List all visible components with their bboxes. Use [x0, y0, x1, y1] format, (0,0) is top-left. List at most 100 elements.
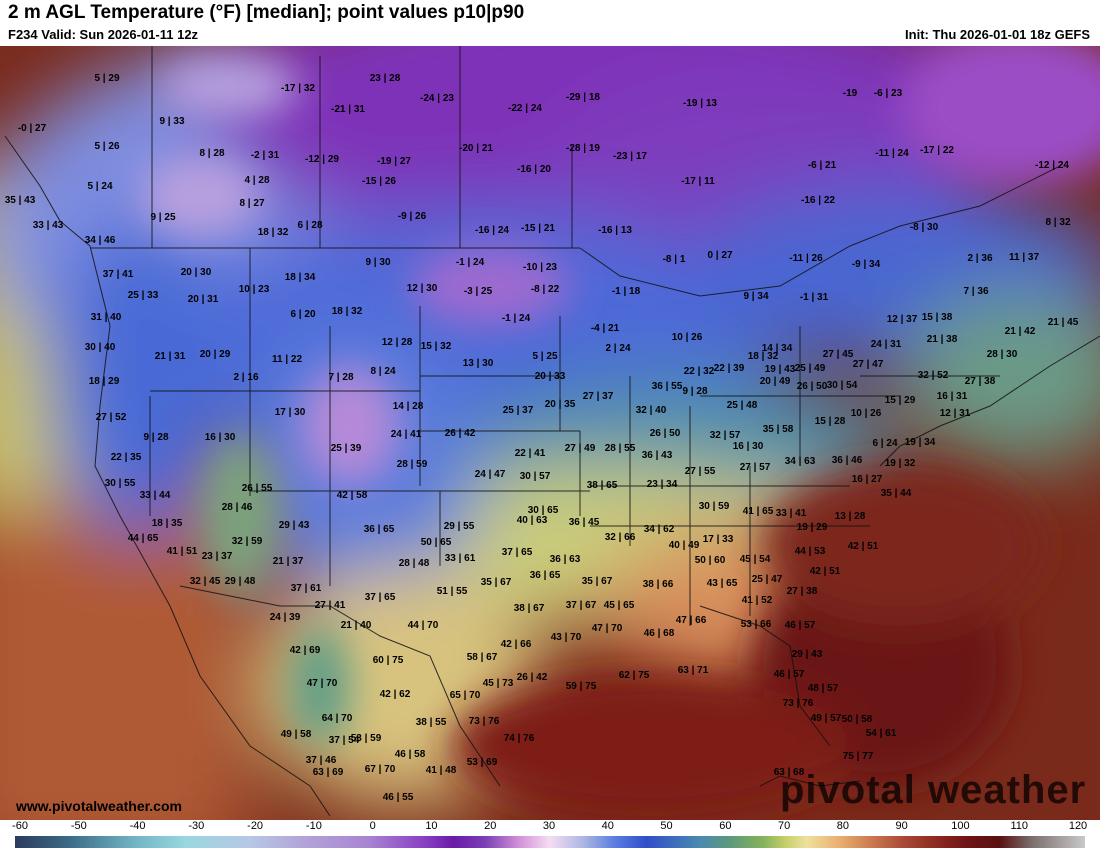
point-value-label: 32 | 52: [918, 370, 949, 381]
point-value-label: 26 | 42: [517, 672, 548, 683]
temperature-map: 5 | 29 -17 | 32 23 | 28 -24 | 23 -22 | 24 -29…: [0, 46, 1100, 820]
point-value-label: 36 | 43: [642, 450, 673, 461]
point-value-label: 44 | 53: [795, 546, 826, 557]
point-value-label: -19 | 27: [377, 156, 411, 167]
point-value-label: 37 | 67: [566, 600, 597, 611]
point-value-label: 21 | 31: [155, 351, 186, 362]
point-value-label: -17 | 22: [920, 145, 954, 156]
point-value-label: 2 | 24: [605, 343, 630, 354]
point-value-label: 30 | 40: [85, 342, 116, 353]
point-value-label: 37 | 65: [502, 547, 533, 558]
point-value-label: 18 | 32: [748, 351, 779, 362]
point-value-label: 36 | 63: [550, 554, 581, 565]
point-value-label: 24 | 47: [475, 469, 506, 480]
point-value-label: 50 | 65: [421, 537, 452, 548]
scale-tick-label: -10: [305, 820, 322, 832]
point-value-label: 24 | 41: [391, 429, 422, 440]
point-value-label: -3 | 25: [464, 286, 493, 297]
point-value-label: -9 | 26: [398, 211, 427, 222]
point-value-label: 18 | 34: [285, 272, 316, 283]
scale-tick-label: 110: [1010, 820, 1028, 832]
valid-time: F234 Valid: Sun 2026-01-11 12z: [8, 27, 199, 42]
point-value-label: 28 | 30: [987, 349, 1018, 360]
point-value-label: 42 | 66: [501, 639, 532, 650]
point-value-label: 17 | 33: [703, 534, 734, 545]
point-value-label: 18 | 35: [152, 518, 183, 529]
point-value-label: 63 | 68: [774, 767, 805, 778]
init-time: Init: Thu 2026-01-01 18z GEFS: [905, 27, 1090, 42]
point-value-label: 19 | 34: [905, 437, 936, 448]
point-value-label: 27 | 52: [96, 412, 127, 423]
point-value-label: -10 | 23: [523, 262, 557, 273]
point-value-label: 27 | 45: [823, 349, 854, 360]
point-value-label: 27 | 47: [853, 359, 884, 370]
point-value-label: 10 | 23: [239, 284, 270, 295]
scale-tick-label: 80: [836, 820, 849, 832]
point-value-label: 37 | 65: [365, 592, 396, 603]
point-value-label: 5 | 26: [94, 141, 119, 152]
point-value-label: 24 | 31: [871, 339, 902, 350]
point-value-label: 22 | 35: [111, 452, 142, 463]
point-value-label: 20 | 31: [188, 294, 219, 305]
point-value-label: 45 | 54: [740, 554, 771, 565]
point-value-label: 18 | 32: [332, 306, 363, 317]
point-value-label: 37 | 41: [103, 269, 134, 280]
point-value-label: 59 | 75: [566, 681, 597, 692]
brand-watermark: pivotal weather: [780, 768, 1087, 812]
point-value-label: -22 | 24: [508, 103, 542, 114]
point-value-label: 32 | 66: [605, 532, 636, 543]
scale-tick-label: 0: [369, 820, 376, 832]
point-value-label: 27 | 55: [685, 466, 716, 477]
point-value-label: 18 | 29: [89, 376, 120, 387]
point-value-label: 25 | 47: [752, 574, 783, 585]
borders: [4, 46, 1100, 817]
point-value-label: 9 | 30: [365, 257, 390, 268]
point-value-label: 12 | 30: [407, 283, 438, 294]
point-value-label: 60 | 75: [373, 655, 404, 666]
point-value-label: -8 | 30: [910, 222, 939, 233]
point-value-label: 16 | 30: [205, 432, 236, 443]
color-scale: -60 -50 -40 -30 -20 -10 0 10 20 30 40 50 60 70 80 90 100…: [0, 820, 1100, 850]
point-value-label: -21 | 31: [331, 104, 365, 115]
point-value-label: 47 | 70: [592, 623, 623, 634]
point-value-label: 20 | 30: [181, 267, 212, 278]
point-value-label: 20 | 49: [760, 376, 791, 387]
point-value-label: 38 | 65: [587, 480, 618, 491]
point-value-label: 22 | 39: [714, 363, 745, 374]
point-value-label: 41 | 65: [743, 506, 774, 517]
point-value-label: 6 | 24: [872, 438, 897, 449]
point-value-label: -6 | 23: [874, 88, 903, 99]
point-value-label: 51 | 55: [437, 586, 468, 597]
point-value-label: 19 | 29: [797, 522, 828, 533]
point-value-label: 49 | 58: [281, 729, 312, 740]
point-value-label: 47 | 70: [307, 678, 338, 689]
point-value-label: 27 | 38: [787, 586, 818, 597]
point-value-label: -11 | 24: [875, 148, 909, 159]
point-value-label: 30 | 59: [699, 501, 730, 512]
header: 2 m AGL Temperature (°F) [median]; point…: [0, 0, 1100, 46]
point-value-label: 41 | 52: [742, 595, 773, 606]
point-value-label: 54 | 61: [866, 728, 897, 739]
point-value-label: 45 | 73: [483, 678, 514, 689]
point-value-label: -1 | 24: [502, 313, 531, 324]
point-value-label: 43 | 70: [551, 632, 582, 643]
point-value-label: 28 | 59: [397, 459, 428, 470]
point-value-label: 21 | 40: [341, 620, 372, 631]
point-value-label: -16 | 20: [517, 164, 551, 175]
point-value-label: -0 | 27: [18, 123, 47, 134]
point-value-label: 44 | 65: [128, 533, 159, 544]
point-value-label: -9 | 34: [852, 259, 881, 270]
point-value-label: 40 | 49: [669, 540, 700, 551]
point-value-label: -2 | 31: [251, 150, 280, 161]
point-value-label: 28 | 55: [605, 443, 636, 454]
point-value-label: 50 | 60: [695, 555, 726, 566]
point-value-label: -28 | 19: [566, 143, 600, 154]
scale-tick-label: 100: [951, 820, 970, 832]
point-value-label: 42 | 51: [848, 541, 879, 552]
point-value-label: 63 | 69: [313, 767, 344, 778]
point-value-label: 62 | 75: [619, 670, 650, 681]
point-value-label: -16 | 22: [801, 195, 835, 206]
point-value-label: 36 | 46: [832, 455, 863, 466]
scale-tick-label: 30: [542, 820, 556, 832]
point-value-label: 13 | 28: [835, 511, 866, 522]
